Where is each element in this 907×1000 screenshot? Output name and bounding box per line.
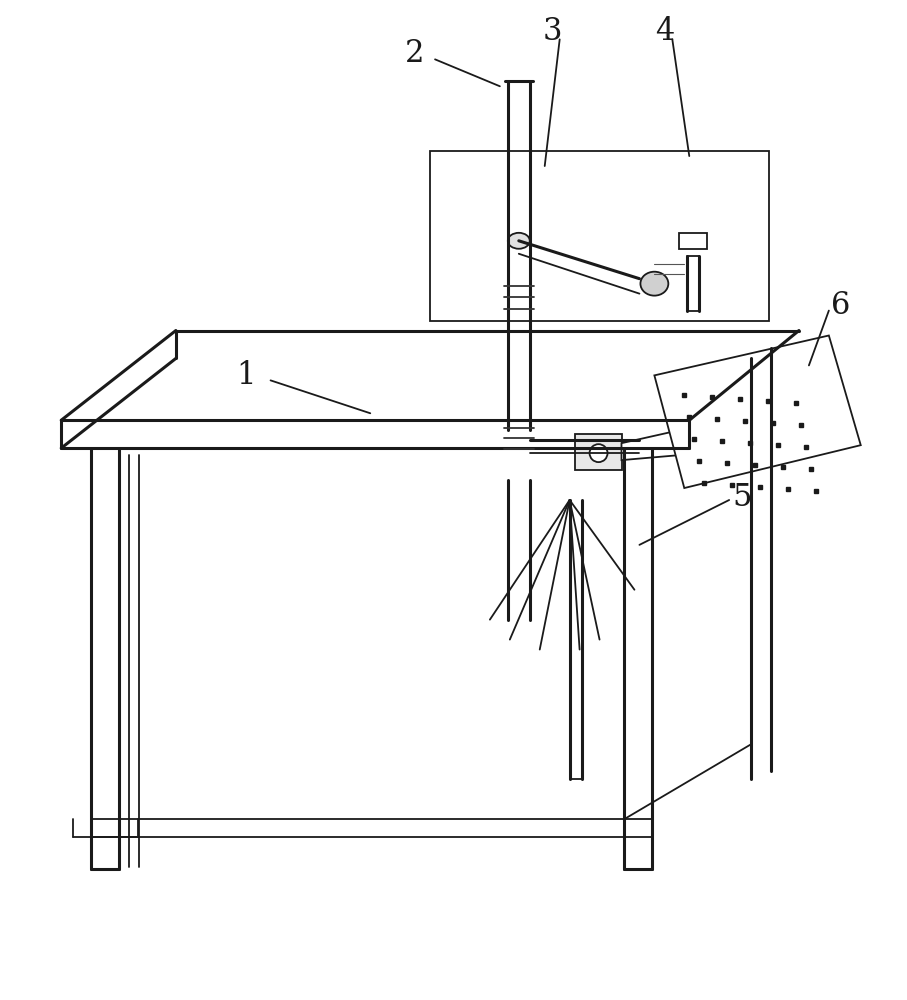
Text: 3: 3 [543,16,562,47]
Text: 6: 6 [831,290,850,321]
Bar [430,151,769,321]
Text: 4: 4 [655,16,674,47]
Circle shape [590,444,608,462]
Polygon shape [654,336,861,488]
Polygon shape [621,430,679,460]
Text: 1: 1 [236,360,256,391]
Bar [575,434,622,470]
Ellipse shape [640,272,668,296]
Bar [679,233,707,249]
Text: 5: 5 [732,482,752,513]
Ellipse shape [508,233,530,249]
Text: 2: 2 [405,38,424,69]
